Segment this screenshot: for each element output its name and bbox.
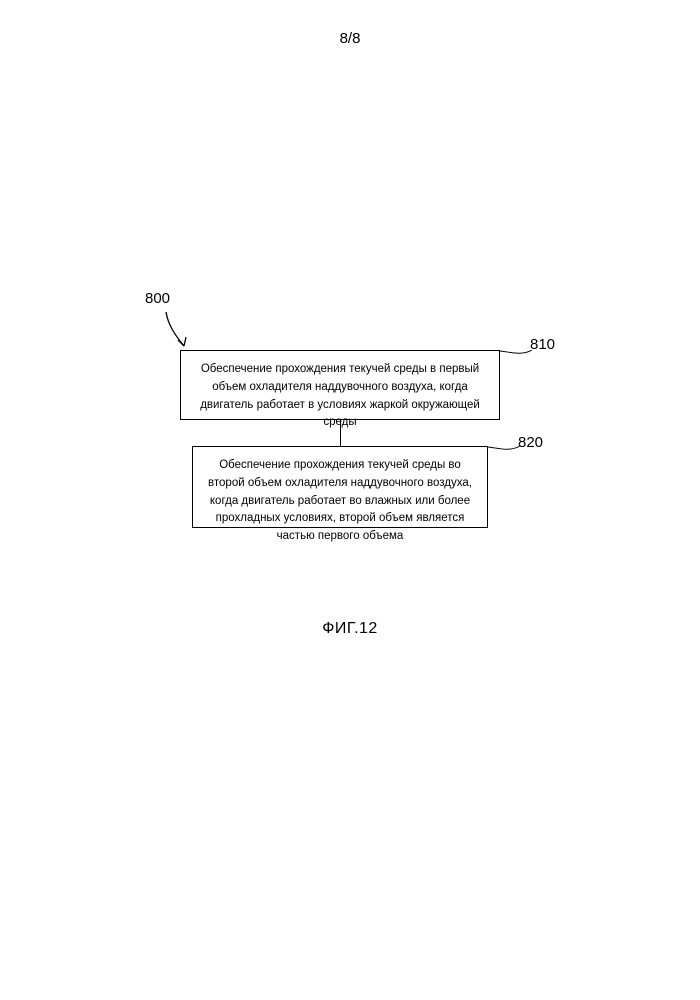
leader-line-icon xyxy=(486,446,522,462)
leader-line-icon xyxy=(498,350,534,366)
page: 8/8 800 Обеспечение прохождения текучей … xyxy=(0,0,700,1000)
page-number: 8/8 xyxy=(0,30,700,47)
arrow-icon xyxy=(160,310,200,354)
flow-step-810-text: Обеспечение прохождения текучей среды в … xyxy=(200,363,480,428)
flow-step-820: Обеспечение прохождения текучей среды во… xyxy=(192,446,488,528)
flow-connector xyxy=(340,420,341,446)
ref-label-800: 800 xyxy=(145,290,170,307)
flow-step-820-text: Обеспечение прохождения текучей среды во… xyxy=(208,459,472,542)
figure-caption: ФИГ.12 xyxy=(0,620,700,638)
flow-step-810: Обеспечение прохождения текучей среды в … xyxy=(180,350,500,420)
